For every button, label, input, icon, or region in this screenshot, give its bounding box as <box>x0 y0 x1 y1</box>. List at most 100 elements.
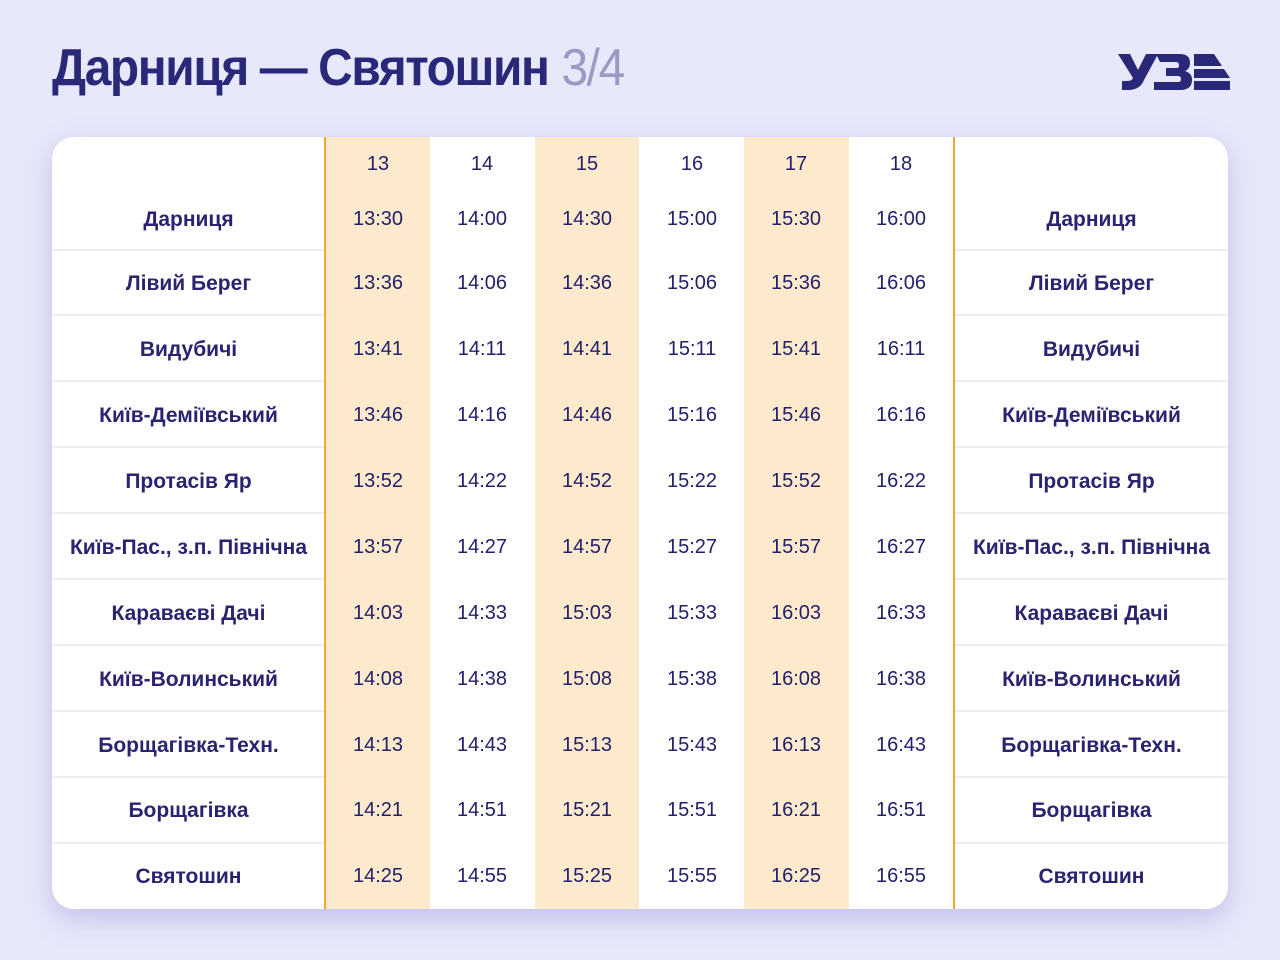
departure-time: 15:00 <box>666 208 718 230</box>
page-title: Дарниця — Святошин 3/4 <box>52 38 625 98</box>
departure-time: 14:43 <box>456 734 508 756</box>
row-divider <box>955 710 1228 712</box>
departure-time: 14:22 <box>456 470 508 492</box>
departure-time: 15:46 <box>770 404 822 426</box>
row-divider <box>955 776 1228 778</box>
row-divider <box>52 314 325 316</box>
departure-time: 16:16 <box>875 404 927 426</box>
departure-time: 15:41 <box>770 338 822 360</box>
departure-time: 13:30 <box>352 208 404 230</box>
departure-time: 16:22 <box>875 470 927 492</box>
page-indicator: 3/4 <box>561 39 625 97</box>
departure-time: 16:21 <box>770 799 822 821</box>
departure-time: 14:25 <box>352 865 404 887</box>
row-divider <box>955 842 1228 844</box>
departure-time: 14:33 <box>456 602 508 624</box>
departure-time: 16:13 <box>770 734 822 756</box>
row-divider <box>52 776 325 778</box>
departure-time: 15:11 <box>667 338 717 360</box>
train-column-highlight <box>535 137 639 909</box>
departure-time: 14:21 <box>352 799 404 821</box>
table-row: Дарниця 13:30 14:00 14:30 15:00 15:30 16… <box>52 187 1228 252</box>
train-number-header: 13 <box>366 153 390 175</box>
station-name: Святошин <box>1038 865 1145 888</box>
row-divider <box>955 314 1228 316</box>
departure-time: 14:36 <box>561 272 613 294</box>
table-row: Святошин 14:25 14:55 15:25 15:55 16:25 1… <box>52 844 1228 909</box>
departure-time: 13:46 <box>352 404 404 426</box>
departure-time: 16:06 <box>875 272 927 294</box>
row-divider <box>52 446 325 448</box>
station-name: Київ-Пас., з.п. Північна <box>972 536 1211 559</box>
row-divider <box>52 842 325 844</box>
departure-time: 15:36 <box>770 272 822 294</box>
station-name: Борщагівка <box>128 799 249 822</box>
row-divider <box>955 644 1228 646</box>
departure-time: 15:30 <box>770 208 822 230</box>
departure-time: 15:52 <box>770 470 822 492</box>
departure-time: 14:51 <box>456 799 508 821</box>
departure-time: 15:57 <box>770 536 822 558</box>
departure-time: 16:55 <box>875 865 927 887</box>
row-divider <box>52 512 325 514</box>
departure-time: 15:33 <box>666 602 718 624</box>
departure-time: 13:57 <box>352 536 404 558</box>
table-row: Караваєві Дачі 14:03 14:33 15:03 15:33 1… <box>52 581 1228 646</box>
departure-time: 13:52 <box>352 470 404 492</box>
train-number-header: 17 <box>784 153 808 175</box>
departure-time: 15:06 <box>666 272 718 294</box>
departure-time: 16:08 <box>770 668 822 690</box>
station-name: Борщагівка <box>1031 799 1152 822</box>
row-divider <box>52 644 325 646</box>
table-row: Лівий Берег 13:36 14:06 14:36 15:06 15:3… <box>52 251 1228 316</box>
departure-time: 16:25 <box>770 865 822 887</box>
departure-time: 15:03 <box>561 602 613 624</box>
departure-time: 14:27 <box>456 536 508 558</box>
departure-time: 13:41 <box>352 338 404 360</box>
departure-time: 16:11 <box>876 338 926 360</box>
train-column-highlight <box>326 137 430 909</box>
station-name: Протасів Яр <box>125 470 252 493</box>
train-column-highlight <box>744 137 849 909</box>
station-name: Караваєві Дачі <box>111 602 266 625</box>
departure-time: 14:08 <box>352 668 404 690</box>
departure-time: 14:57 <box>561 536 613 558</box>
station-name: Дарниця <box>143 208 234 231</box>
table-row: Київ-Волинський 14:08 14:38 15:08 15:38 … <box>52 647 1228 712</box>
row-divider <box>955 380 1228 382</box>
departure-time: 14:38 <box>456 668 508 690</box>
column-separator <box>953 137 955 909</box>
table-row: Протасів Яр 13:52 14:22 14:52 15:22 15:5… <box>52 449 1228 514</box>
departure-time: 14:03 <box>352 602 404 624</box>
departure-time: 15:08 <box>561 668 613 690</box>
departure-time: 16:51 <box>875 799 927 821</box>
station-name: Київ-Пас., з.п. Північна <box>69 536 308 559</box>
station-name: Борщагівка-Техн. <box>98 734 279 757</box>
table-row: Видубичі 13:41 14:11 14:41 15:11 15:41 1… <box>52 317 1228 382</box>
station-name: Святошин <box>135 865 242 888</box>
departure-time: 15:27 <box>666 536 718 558</box>
station-name: Київ-Деміївський <box>1002 404 1181 427</box>
departure-time: 15:55 <box>666 865 718 887</box>
departure-time: 16:00 <box>875 208 927 230</box>
station-name: Видубичі <box>139 338 238 361</box>
row-divider <box>955 249 1228 251</box>
timetable-card: 13 14 15 16 17 18 Дарниця 13:30 14:00 14… <box>52 137 1228 909</box>
row-divider <box>52 578 325 580</box>
departure-time: 14:11 <box>457 338 507 360</box>
table-row: Борщагівка-Техн. 14:13 14:43 15:13 15:43… <box>52 713 1228 778</box>
train-number-header: 14 <box>470 153 494 175</box>
departure-time: 15:21 <box>561 799 613 821</box>
departure-time: 14:30 <box>561 208 613 230</box>
departure-time: 14:46 <box>561 404 613 426</box>
station-name: Караваєві Дачі <box>1014 602 1169 625</box>
station-name: Київ-Волинський <box>99 668 278 691</box>
departure-time: 15:51 <box>666 799 718 821</box>
station-name: Борщагівка-Техн. <box>1001 734 1182 757</box>
departure-time: 16:43 <box>875 734 927 756</box>
row-divider <box>955 512 1228 514</box>
station-name: Дарниця <box>1046 208 1137 231</box>
table-row: Київ-Деміївський 13:46 14:16 14:46 15:16… <box>52 383 1228 448</box>
departure-time: 14:16 <box>456 404 508 426</box>
departure-time: 16:38 <box>875 668 927 690</box>
